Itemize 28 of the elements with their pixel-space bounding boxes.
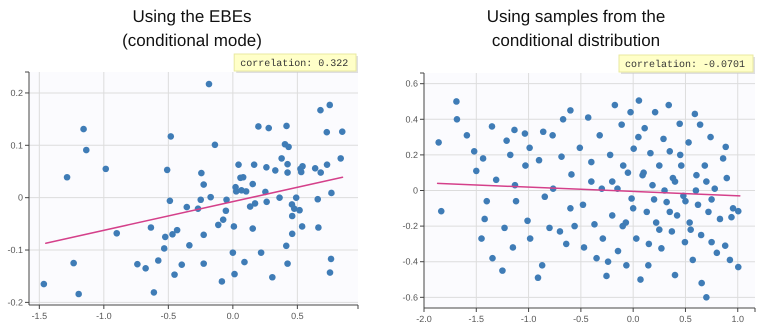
x-tick-label: 1.0 bbox=[731, 314, 744, 324]
x-tick-label: 0.5 bbox=[679, 314, 692, 324]
x-tick-label: -1.5 bbox=[32, 311, 48, 321]
chart-title: Using the EBEs (conditional mode) bbox=[122, 7, 262, 50]
x-tick-label: -1.0 bbox=[520, 314, 536, 324]
y-tick-label: 0 bbox=[412, 186, 418, 196]
x-tick-label: 0.0 bbox=[226, 311, 240, 321]
y-tick-label: -0.2 bbox=[402, 221, 418, 232]
y-tick-label: -0.1 bbox=[7, 245, 23, 256]
y-tick-label: 0.6 bbox=[405, 78, 418, 89]
x-tick-label: -1.0 bbox=[96, 311, 112, 321]
y-tick-label: 0.2 bbox=[10, 88, 23, 98]
x-tick-label: -0.5 bbox=[573, 314, 589, 324]
x-tick-label: -0.5 bbox=[160, 311, 176, 321]
x-tick-label: -1.5 bbox=[468, 314, 484, 324]
y-tick-label: 0.2 bbox=[405, 150, 418, 160]
x-tick-label: -2.0 bbox=[416, 314, 432, 324]
x-tick-label: 0.5 bbox=[291, 311, 304, 321]
text: correlation: 0.322 bbox=[240, 58, 348, 70]
y-tick-label: 0 bbox=[18, 192, 23, 203]
text: correlation: -0.0701 bbox=[625, 59, 746, 71]
x-tick-label: 0.0 bbox=[626, 314, 640, 324]
y-tick-label: 0.4 bbox=[405, 114, 418, 124]
y-tick-label: -0.4 bbox=[402, 256, 418, 267]
y-tick-label: 0.1 bbox=[10, 140, 23, 150]
y-tick-label: -0.6 bbox=[402, 292, 418, 302]
y-tick-label: -0.2 bbox=[7, 297, 23, 308]
chart-title: Using samples from the conditional distribution bbox=[486, 7, 666, 50]
